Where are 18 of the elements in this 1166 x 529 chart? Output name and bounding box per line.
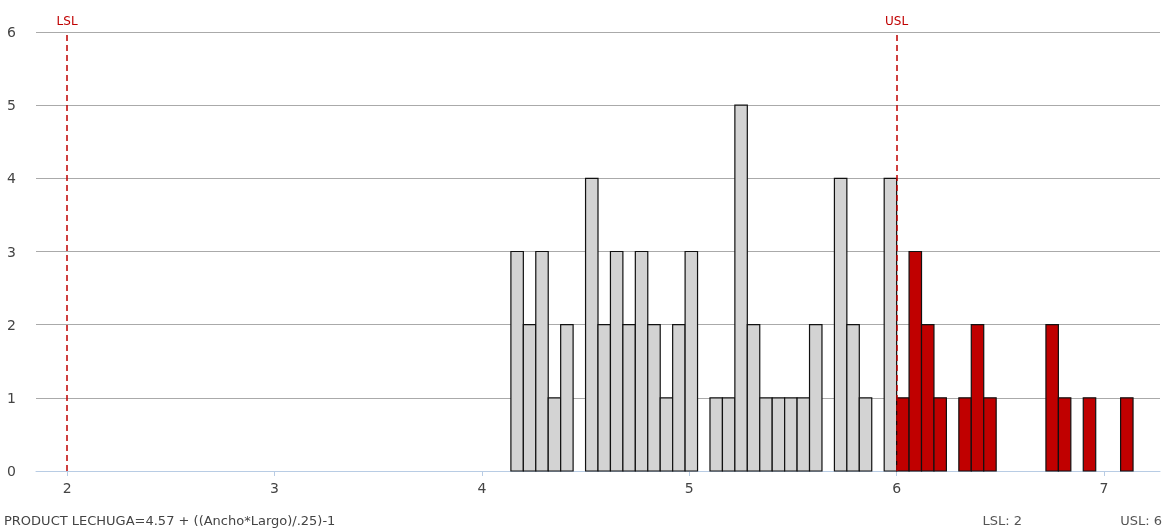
y-tick-label: 2 (7, 316, 16, 333)
x-tick-label: 2 (62, 480, 72, 496)
text: PRODUCT LECHUGA=4.57 + ((Ancho*Largo)/.25)-1 (4, 513, 336, 528)
y-tick-label: 6 (7, 24, 17, 40)
y-tick-label: 4 (7, 170, 17, 187)
ref-line-label: LSL (56, 14, 78, 28)
x-tick-label: 6 (892, 480, 902, 496)
x-tick-label: 5 (684, 480, 694, 496)
text: LSL: 2 (982, 513, 1023, 528)
y-tick-label: 1 (7, 389, 16, 406)
y-tick-label: 5 (7, 97, 16, 114)
ref-line-label: USL (885, 14, 909, 28)
x-tick-label: 4 (477, 480, 487, 496)
y-tick-label: 0 (7, 463, 16, 479)
y-tick-label: 3 (7, 243, 16, 260)
x-tick-label: 3 (270, 480, 279, 496)
text: USL: 6 (1120, 513, 1162, 528)
x-tick-label: 7 (1099, 480, 1109, 496)
